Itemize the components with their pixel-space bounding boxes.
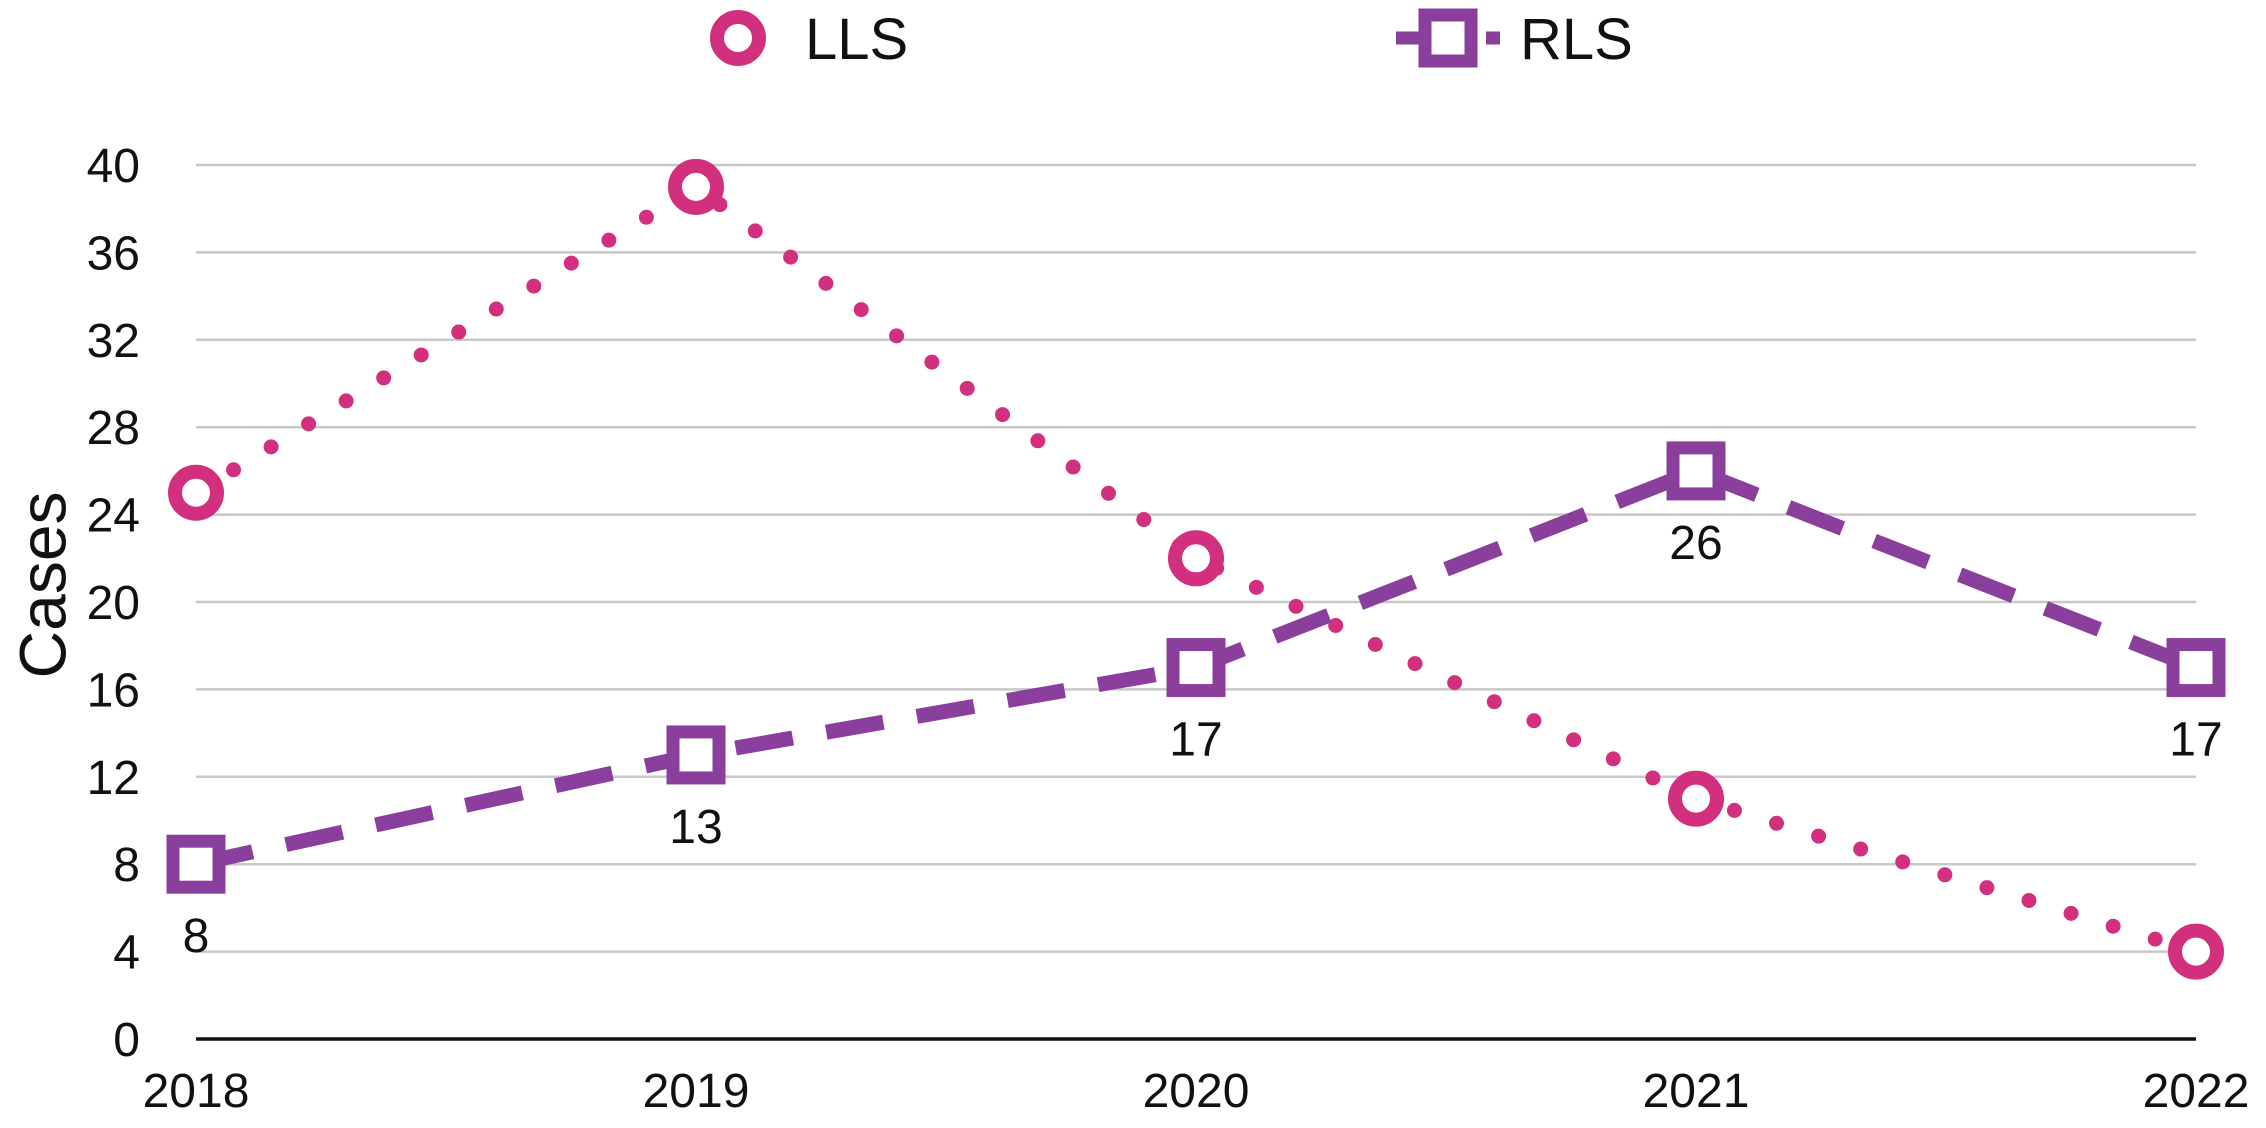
- legend-marker-lls: [710, 10, 766, 66]
- y-tick-label: 16: [87, 664, 140, 717]
- x-tick-label: 2021: [1643, 1065, 1750, 1118]
- legend: LLS RLS: [710, 7, 1633, 72]
- y-tick-label: 32: [87, 315, 140, 368]
- y-tick-label: 0: [113, 1014, 140, 1067]
- lls-point-2020: [1168, 530, 1224, 587]
- x-tick-label: 2019: [643, 1065, 750, 1118]
- rls-point-2019: [666, 725, 726, 785]
- series-layer: [166, 158, 2226, 980]
- rls-data-label: 26: [1669, 517, 1722, 570]
- y-tick-label: 40: [87, 140, 140, 193]
- rls-point-2021: [1666, 441, 1726, 501]
- legend-item-lls: LLS: [710, 7, 908, 72]
- lls-point-2018: [168, 464, 224, 521]
- y-tick-label: 12: [87, 752, 140, 805]
- legend-item-rls: RLS: [1396, 7, 1633, 72]
- y-tick-label: 4: [113, 927, 140, 980]
- rls-data-label: 13: [669, 801, 722, 854]
- x-tick-label: 2020: [1143, 1065, 1250, 1118]
- lls-point-2021: [1668, 770, 1724, 827]
- rls-point-2022: [2166, 638, 2226, 698]
- legend-marker-rls: [1418, 8, 1478, 68]
- rls-point-2018: [166, 834, 226, 894]
- y-tick-label: 20: [87, 577, 140, 630]
- y-tick-label: 36: [87, 227, 140, 280]
- x-tick-label: 2022: [2143, 1065, 2250, 1118]
- data-labels: 8 13 17 26 17: [183, 517, 2223, 963]
- y-tick-label: 28: [87, 402, 140, 455]
- lls-point-2019: [668, 158, 724, 215]
- y-tick-label: 24: [87, 490, 140, 543]
- rls-data-label: 17: [2169, 714, 2222, 767]
- lls-series-line: [188, 177, 2204, 960]
- gridlines: [196, 163, 2196, 953]
- rls-data-label: 17: [1169, 714, 1222, 767]
- y-axis-title: Cases: [5, 491, 79, 678]
- legend-label-lls: LLS: [805, 7, 908, 72]
- x-tick-label: 2018: [143, 1065, 250, 1118]
- rls-point-2020: [1166, 638, 1226, 698]
- rls-data-label: 8: [183, 910, 210, 963]
- y-tick-label: 8: [113, 839, 140, 892]
- legend-label-rls: RLS: [1520, 7, 1633, 72]
- lls-point-2022: [2168, 923, 2224, 980]
